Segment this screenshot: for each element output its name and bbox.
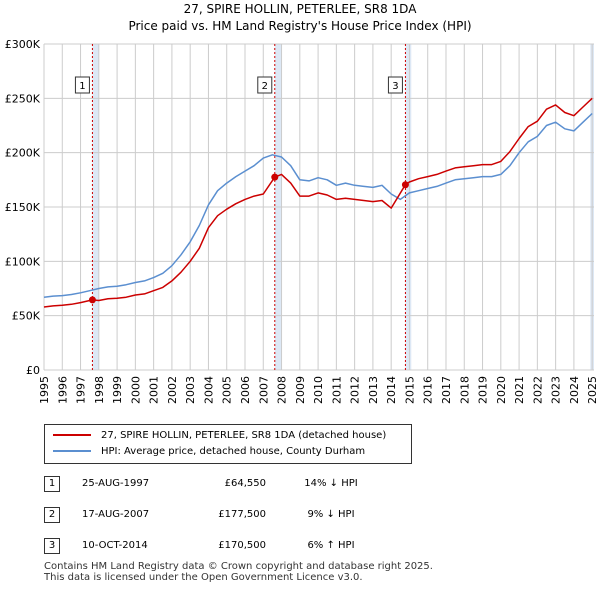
legend-label-property: 27, SPIRE HOLLIN, PETERLEE, SR8 1DA (det… — [101, 430, 387, 441]
x-tick-label: 2006 — [239, 376, 252, 404]
transaction-number: 2 — [44, 507, 60, 523]
x-tick-label: 2013 — [367, 376, 380, 404]
x-tick-label: 2015 — [403, 376, 416, 404]
x-tick-label: 1999 — [111, 376, 124, 404]
footer-licence: This data is licensed under the Open Gov… — [44, 572, 363, 583]
chart-subtitle: Price paid vs. HM Land Registry's House … — [128, 19, 472, 33]
x-tick-label: 2021 — [513, 376, 526, 404]
chart-legend: 27, SPIRE HOLLIN, PETERLEE, SR8 1DA (det… — [44, 424, 412, 464]
x-tick-label: 2023 — [550, 376, 563, 404]
legend-label-hpi: HPI: Average price, detached house, Coun… — [101, 446, 366, 457]
x-tick-label: 2022 — [531, 376, 544, 404]
x-tick-label: 2008 — [276, 376, 289, 404]
transaction-price: £64,550 — [224, 478, 266, 489]
x-tick-label: 2003 — [184, 376, 197, 404]
x-tick-label: 2024 — [568, 376, 581, 404]
marker-label-box — [387, 76, 403, 94]
x-tick-label: 1995 — [38, 376, 51, 404]
legend-item-property: 27, SPIRE HOLLIN, PETERLEE, SR8 1DA (det… — [53, 429, 386, 443]
transaction-hpi-diff: 9% ↓ HPI — [307, 509, 355, 520]
chart-title: 27, SPIRE HOLLIN, PETERLEE, SR8 1DA — [183, 2, 417, 16]
x-tick-label: 2016 — [422, 376, 435, 404]
transaction-hpi-diff: 14% ↓ HPI — [304, 478, 358, 489]
series-line-property — [43, 97, 593, 308]
x-tick-label: 2000 — [129, 376, 142, 404]
transaction-date: 25-AUG-1997 — [82, 478, 150, 489]
marker-label: 2 — [262, 81, 268, 92]
marker-label-box — [74, 76, 90, 94]
x-tick-label: 1997 — [75, 376, 88, 404]
transaction-hpi-diff: 6% ↑ HPI — [307, 540, 355, 551]
transaction-price: £177,500 — [218, 509, 266, 520]
legend-swatch-hpi — [53, 450, 91, 452]
y-tick-label: £200K — [5, 147, 41, 160]
x-tick-label: 2002 — [166, 376, 179, 404]
y-tick-label: £250K — [5, 92, 41, 105]
price-chart: 1 2 3 £0 £50K £100K £150K £200K £250K £300K 1995 19… — [5, 38, 599, 404]
marker-label: 1 — [79, 81, 85, 92]
x-tick-label: 1998 — [93, 376, 106, 404]
sale-point — [88, 296, 96, 304]
y-tick-label: £100K — [5, 255, 41, 268]
x-tick-label: 2014 — [385, 376, 398, 404]
x-tick-label: 2010 — [312, 376, 325, 404]
footer-copyright: Contains HM Land Registry data © Crown c… — [44, 561, 433, 572]
x-tick-label: 2018 — [458, 376, 471, 404]
marker-label: 3 — [392, 81, 398, 92]
y-tick-label: £300K — [5, 38, 41, 51]
x-tick-label: 2001 — [148, 376, 161, 404]
x-tick-label: 2005 — [221, 376, 234, 404]
y-tick-label: £50K — [12, 310, 41, 323]
x-tick-label: 2019 — [477, 376, 490, 404]
x-tick-label: 1996 — [56, 376, 69, 404]
transaction-number: 3 — [44, 538, 60, 554]
series-line-hpi — [43, 112, 593, 298]
x-tick-label: 2012 — [349, 376, 362, 404]
sale-point — [401, 181, 409, 189]
sale-point — [271, 173, 279, 181]
x-tick-label: 2020 — [495, 376, 508, 404]
x-tick-label: 2011 — [330, 376, 343, 404]
x-tick-label: 2009 — [294, 376, 307, 404]
y-tick-label: £0 — [26, 364, 40, 377]
transaction-date: 10-OCT-2014 — [82, 540, 148, 551]
legend-swatch-property — [53, 434, 91, 436]
transaction-number: 1 — [44, 476, 60, 492]
marker-label-box — [257, 76, 273, 94]
legend-item-hpi: HPI: Average price, detached house, Coun… — [53, 445, 365, 459]
transaction-price: £170,500 — [218, 540, 266, 551]
transaction-date: 17-AUG-2007 — [82, 509, 150, 520]
x-tick-label: 2004 — [202, 376, 215, 404]
x-tick-label: 2017 — [440, 376, 453, 404]
x-tick-label: 2007 — [257, 376, 270, 404]
y-tick-label: £150K — [5, 201, 41, 214]
x-tick-label: 2025 — [586, 376, 599, 404]
